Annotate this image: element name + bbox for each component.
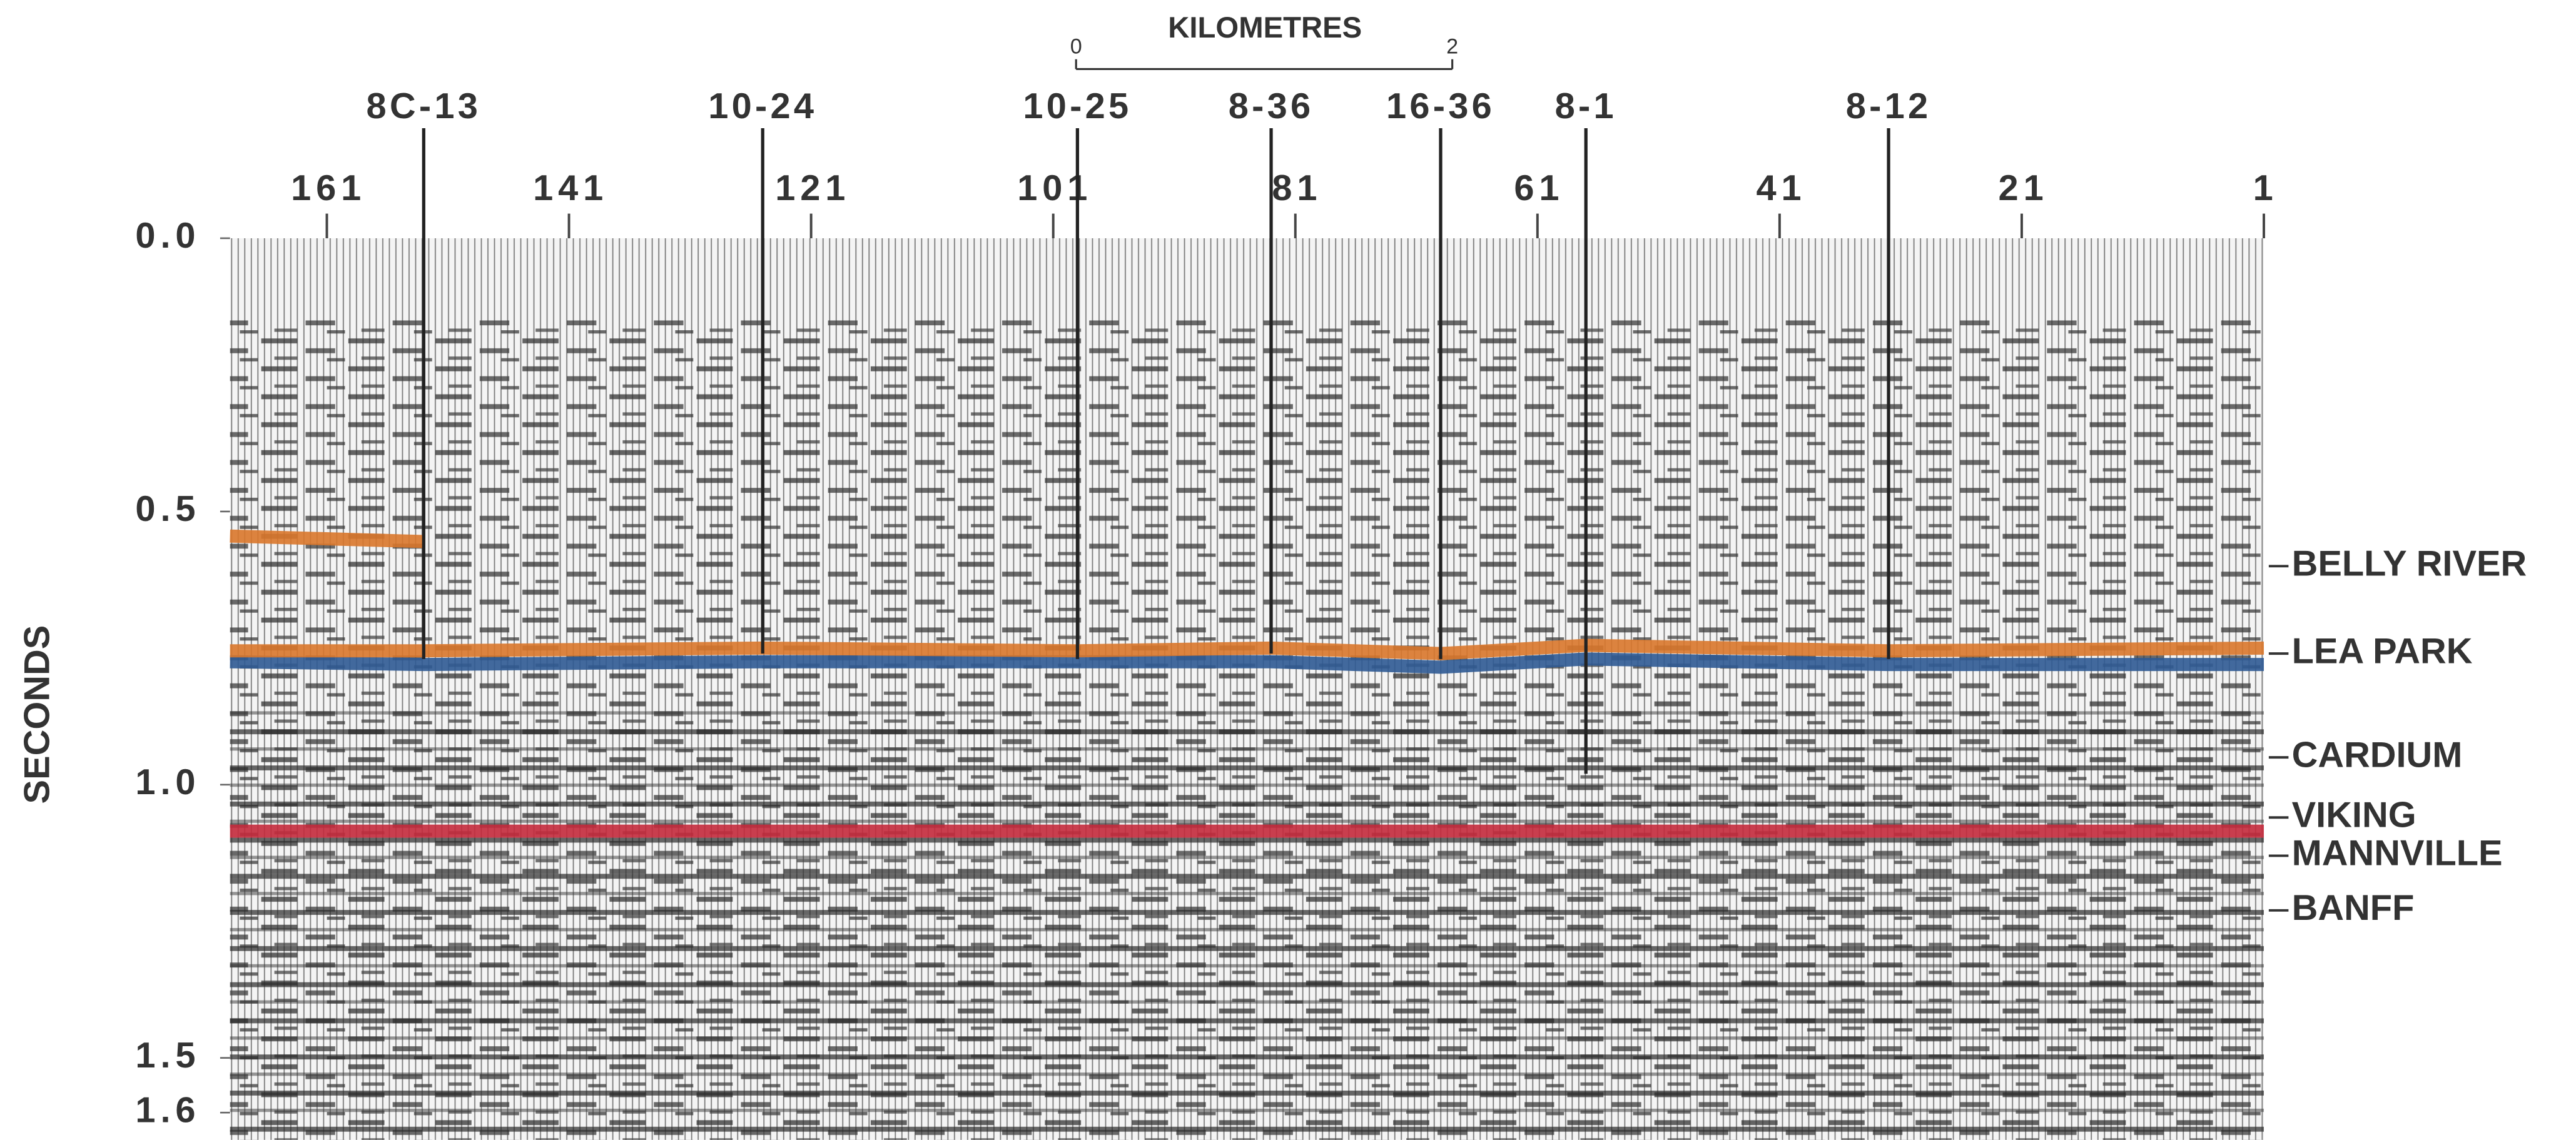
horizon xyxy=(230,652,2264,674)
y-axis-title: SECONDS xyxy=(17,625,57,804)
well-label: 8-36 xyxy=(1229,86,1314,126)
formation-label: VIKING xyxy=(2292,795,2416,835)
formation-label: BANFF xyxy=(2292,888,2415,928)
well-label: 10-25 xyxy=(1023,86,1132,126)
formation-label: MANNVILLE xyxy=(2292,834,2503,874)
x-tick-label: 21 xyxy=(1999,168,2049,208)
scale-tick-label: 2 xyxy=(1446,34,1458,58)
x-tick-label: 161 xyxy=(291,168,366,208)
x-tick-label: 141 xyxy=(533,168,608,208)
horizon xyxy=(230,638,2264,660)
well-label: 10-24 xyxy=(708,86,817,126)
scale-bar-title: KILOMETRES xyxy=(1168,11,1362,44)
y-tick-label: 1.0 xyxy=(135,762,200,802)
formation-label: CARDIUM xyxy=(2292,735,2463,775)
x-tick-label: 121 xyxy=(775,168,850,208)
well-label: 8-1 xyxy=(1555,86,1617,126)
y-tick-label: 1.6 xyxy=(135,1090,200,1130)
reflector-texture xyxy=(230,706,2264,1140)
y-tick-label: 0.5 xyxy=(135,489,200,529)
formation-label: BELLY RIVER xyxy=(2292,544,2527,584)
scale-tick-label: 0 xyxy=(1070,34,1082,58)
x-tick-label: 1 xyxy=(2253,168,2278,208)
y-tick-label: 0.0 xyxy=(135,216,200,256)
well-label: 8C-13 xyxy=(367,86,482,126)
seismic-section xyxy=(230,238,2264,1140)
x-tick-label: 101 xyxy=(1017,168,1092,208)
y-tick-label: 1.5 xyxy=(135,1036,200,1076)
well-label: 8-12 xyxy=(1846,86,1932,126)
x-tick-label: 81 xyxy=(1272,168,1322,208)
well-label: 16-36 xyxy=(1386,86,1495,126)
formation-label: LEA PARK xyxy=(2292,631,2473,671)
x-tick-label: 61 xyxy=(1514,168,1564,208)
horizon xyxy=(230,529,424,548)
x-tick-label: 41 xyxy=(1756,168,1806,208)
